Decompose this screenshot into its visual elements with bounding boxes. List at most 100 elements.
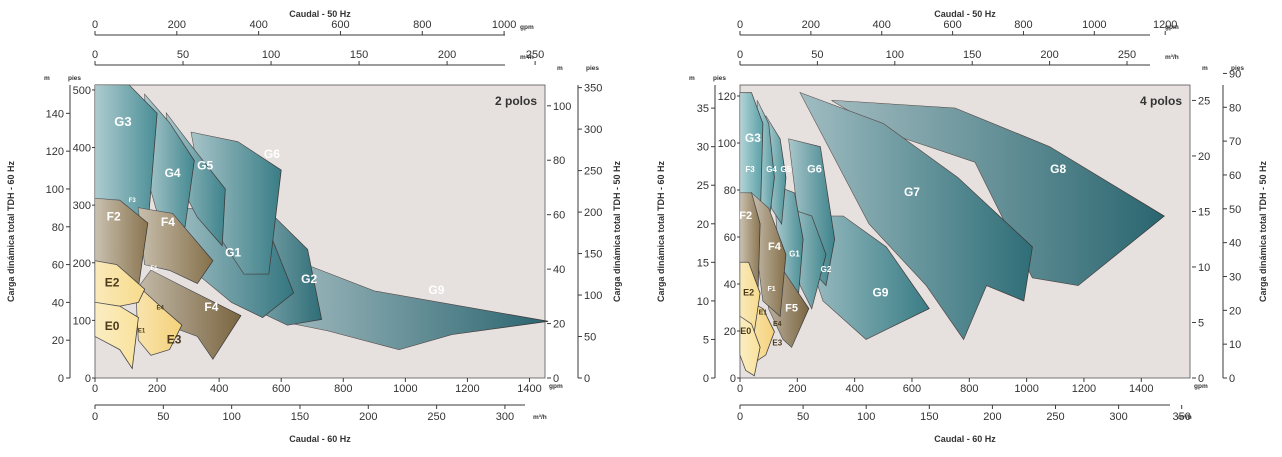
left-ft-tick-label: 500 (73, 85, 91, 97)
region-label-e1: E1 (759, 309, 768, 316)
right-axis (1192, 72, 1227, 379)
top-m3h-tick-label: 250 (1118, 49, 1136, 61)
top-gpm-tick-label: 800 (1014, 19, 1032, 31)
bottom-gpm-tick-label: 1200 (455, 383, 479, 395)
region-label-f1: F1 (150, 266, 158, 272)
top-gpm-tick-label: 400 (873, 19, 891, 31)
region-label-g8: G8 (1050, 162, 1066, 176)
left-ft-tick-label: 0 (730, 373, 736, 385)
top-gpm-tick-label: 1200 (1153, 19, 1177, 31)
bottom-m3h-tick-label: 250 (1046, 411, 1064, 423)
top-m3h-tick-label: 150 (350, 49, 368, 61)
bottom-m3h-tick-label: 200 (983, 411, 1001, 423)
bottom-m3h-tick-label: 300 (1109, 411, 1127, 423)
left-m-unit: m (689, 75, 695, 82)
left-m-tick-label: 80 (52, 222, 64, 234)
bottom-gpm-tick-label: 200 (788, 383, 806, 395)
right-m-tick-label: 15 (1198, 206, 1210, 218)
top-m3h-tick-label: 200 (438, 49, 456, 61)
right-axis-caption: Carga dinámica total TDH - 50 Hz (612, 160, 622, 302)
region-label-e0: E0 (740, 326, 751, 336)
right-m-tick-label: 100 (553, 101, 571, 113)
left-ft-unit: pies (713, 75, 726, 82)
top-gpm-tick-label: 1000 (492, 19, 516, 31)
left-m-tick-label: 40 (52, 297, 64, 309)
right-ft-tick-label: 300 (584, 124, 602, 136)
region-label-g3: G3 (114, 114, 131, 129)
bottom-gpm-tick-label: 1000 (1014, 383, 1038, 395)
right-m-tick-label: 5 (1198, 317, 1204, 329)
bottom-gpm-tick-label: 0 (737, 383, 743, 395)
bottom-m3h-tick-label: 100 (857, 411, 875, 423)
region-label-f3: F3 (745, 165, 755, 174)
region-label-e3: E3 (772, 338, 782, 347)
left-m-tick-label: 15 (697, 257, 709, 269)
left-m-tick-label: 30 (697, 142, 709, 154)
bottom-m3h-tick-label: 300 (496, 411, 514, 423)
top-gpm-unit: gpm (1165, 24, 1179, 31)
region-label-e2: E2 (105, 276, 120, 290)
chart-title: 2 polos (495, 94, 537, 108)
bottom-m3h-tick-label: 100 (222, 411, 240, 423)
top-gpm-tick-label: 200 (802, 19, 820, 31)
region-shade-f4 (138, 207, 213, 284)
bottom-gpm-tick-label: 200 (148, 383, 166, 395)
top-m3h-unit: m³/h (1165, 54, 1179, 61)
bottom-axis-caption: Caudal - 60 Hz (934, 434, 996, 444)
left-ft-tick-label: 400 (73, 143, 91, 155)
right-ft-tick-label: 80 (1229, 102, 1241, 114)
right-ft-tick-label: 350 (584, 83, 602, 95)
left-ft-tick-label: 200 (73, 258, 91, 270)
top-gpm-tick-label: 1000 (1082, 19, 1106, 31)
region-label-e4: E4 (157, 306, 165, 312)
bottom-gpm-tick-label: 400 (210, 383, 228, 395)
right-m-tick-label: 80 (553, 155, 565, 167)
right-ft-unit: pies (586, 65, 599, 72)
region-shade-e0 (95, 302, 139, 369)
right-ft-tick-label: 200 (584, 207, 602, 219)
right-ft-tick-label: 60 (1229, 170, 1241, 182)
region-label-e2: E2 (743, 288, 754, 298)
chart-title: 4 polos (1140, 94, 1182, 108)
region-label-g6: G6 (264, 147, 280, 161)
bottom-gpm-tick-label: 0 (92, 383, 98, 395)
right-ft-tick-label: 20 (1229, 305, 1241, 317)
bottom-m3h-tick-label: 0 (737, 411, 743, 423)
right-m-unit: m (1202, 65, 1208, 72)
region-label-f2: F2 (107, 209, 121, 223)
bottom-axis-caption: Caudal - 60 Hz (289, 434, 351, 444)
bottom-gpm-tick-label: 1000 (393, 383, 417, 395)
region-label-f4: F4 (204, 300, 218, 314)
right-m-tick-label: 40 (553, 264, 565, 276)
bottom-m3h-tick-label: 250 (427, 411, 445, 423)
region-label-f4: F4 (161, 215, 175, 229)
bottom-m3h-unit: m³/h (533, 414, 547, 421)
top-m3h-unit: m³/h (520, 54, 534, 61)
left-ft-tick-label: 0 (85, 373, 91, 385)
right-m-tick-label: 0 (1198, 373, 1204, 385)
top-m3h-tick-label: 0 (737, 49, 743, 61)
right-m-tick-label: 10 (1198, 262, 1210, 274)
left-m-tick-label: 0 (703, 373, 709, 385)
top-axis (739, 31, 1166, 66)
region-label-g2: G2 (821, 265, 832, 274)
bottom-gpm-unit: gpm (1194, 383, 1208, 390)
bottom-gpm-tick-label: 1400 (1129, 383, 1153, 395)
region-label-e0: E0 (105, 319, 120, 333)
right-ft-tick-label: 250 (584, 166, 602, 178)
top-m3h-tick-label: 200 (1040, 49, 1058, 61)
left-ft-tick-label: 40 (724, 279, 736, 291)
left-axis-caption: Carga dinámica total TDH - 60 Hz (6, 160, 16, 302)
right-ft-tick-label: 0 (1229, 373, 1235, 385)
region-label-g1: G1 (225, 245, 241, 259)
bottom-m3h-tick-label: 150 (920, 411, 938, 423)
left-m-tick-label: 20 (697, 219, 709, 231)
top-m3h-tick-label: 100 (262, 49, 280, 61)
region-shade-g6 (191, 132, 282, 274)
region-label-g4: G4 (165, 166, 181, 180)
top-gpm-tick-label: 800 (413, 19, 431, 31)
right-ft-tick-label: 0 (584, 373, 590, 385)
top-gpm-tick-label: 600 (943, 19, 961, 31)
right-ft-tick-label: 30 (1229, 271, 1241, 283)
region-shade-g9 (281, 255, 549, 350)
